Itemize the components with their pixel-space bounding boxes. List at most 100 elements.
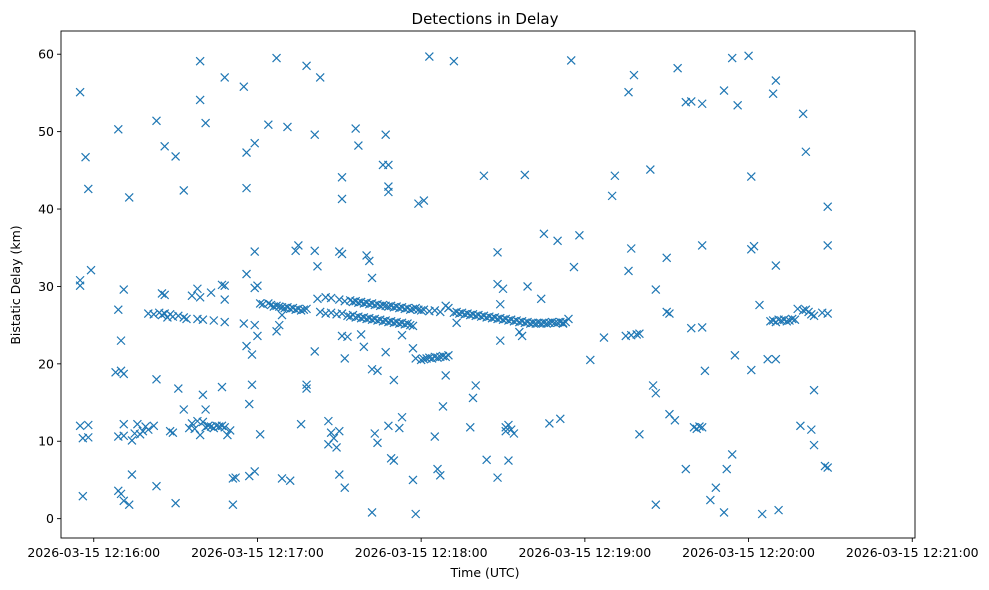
data-point-marker bbox=[201, 118, 211, 128]
data-point-marker bbox=[408, 475, 418, 485]
data-point-marker bbox=[820, 461, 830, 471]
data-point-marker bbox=[220, 422, 230, 432]
data-point-marker bbox=[250, 467, 260, 476]
data-point-marker bbox=[353, 141, 363, 150]
data-point-marker bbox=[553, 236, 562, 246]
data-point-marker bbox=[302, 384, 311, 394]
data-point-marker bbox=[198, 390, 208, 400]
data-point-marker bbox=[75, 421, 85, 431]
data-point-marker bbox=[433, 464, 442, 474]
data-point-marker bbox=[624, 87, 633, 97]
data-point-marker bbox=[383, 187, 393, 197]
data-point-marker bbox=[223, 430, 232, 440]
data-point-marker bbox=[83, 184, 93, 194]
data-point-marker bbox=[323, 416, 333, 426]
data-point-marker bbox=[195, 95, 205, 105]
data-point-marker bbox=[373, 438, 382, 448]
data-point-marker bbox=[449, 56, 459, 66]
data-point-marker bbox=[757, 509, 767, 519]
data-point-marker bbox=[152, 481, 161, 491]
data-point-marker bbox=[585, 355, 595, 365]
data-point-marker bbox=[763, 354, 773, 364]
data-point-marker bbox=[795, 421, 805, 431]
data-point-marker bbox=[242, 148, 251, 157]
data-point-marker bbox=[124, 500, 134, 510]
data-point-marker bbox=[411, 353, 421, 363]
data-point-marker bbox=[495, 299, 505, 309]
data-point-marker bbox=[433, 353, 442, 363]
data-point-marker bbox=[806, 425, 816, 435]
data-point-marker bbox=[171, 151, 181, 161]
data-point-marker bbox=[83, 432, 93, 442]
data-point-marker bbox=[416, 306, 426, 315]
data-point-marker bbox=[367, 508, 377, 517]
data-point-marker bbox=[635, 429, 644, 439]
data-point-marker bbox=[430, 432, 440, 442]
data-point-marker bbox=[755, 300, 764, 310]
data-point-marker bbox=[173, 311, 183, 321]
data-point-marker bbox=[173, 384, 183, 394]
data-point-marker bbox=[277, 473, 287, 483]
data-point-marker bbox=[359, 342, 369, 352]
data-point-marker bbox=[719, 508, 729, 517]
data-point-marker bbox=[225, 425, 235, 435]
data-point-marker bbox=[441, 371, 451, 380]
data-point-marker bbox=[119, 419, 129, 429]
data-point-marker bbox=[132, 419, 142, 429]
data-point-marker bbox=[228, 500, 238, 510]
data-point-marker bbox=[498, 284, 508, 294]
data-point-marker bbox=[127, 470, 137, 479]
data-point-marker bbox=[697, 422, 707, 432]
data-point-marker bbox=[697, 240, 707, 250]
data-point-marker bbox=[411, 509, 421, 519]
data-point-marker bbox=[482, 455, 492, 465]
data-point-marker bbox=[681, 464, 691, 474]
data-point-marker bbox=[310, 130, 320, 140]
data-point-marker bbox=[509, 429, 519, 438]
data-point-marker bbox=[86, 265, 96, 275]
data-point-marker bbox=[190, 424, 200, 434]
data-point-marker bbox=[274, 320, 284, 330]
data-point-marker bbox=[160, 141, 170, 151]
data-point-marker bbox=[542, 319, 552, 329]
data-point-marker bbox=[179, 186, 189, 195]
data-point-marker bbox=[332, 443, 341, 452]
data-point-marker bbox=[242, 183, 251, 193]
data-point-marker bbox=[250, 138, 260, 148]
data-point-marker bbox=[373, 366, 382, 376]
data-point-marker bbox=[774, 505, 784, 515]
data-point-marker bbox=[506, 425, 516, 435]
data-point-marker bbox=[127, 436, 137, 445]
data-point-marker bbox=[495, 336, 505, 346]
data-point-marker bbox=[217, 280, 227, 290]
data-point-marker bbox=[217, 421, 227, 431]
data-point-marker bbox=[351, 124, 361, 133]
data-point-marker bbox=[809, 311, 819, 321]
data-point-marker bbox=[116, 336, 126, 346]
data-point-marker bbox=[231, 473, 241, 483]
data-point-marker bbox=[75, 87, 85, 97]
data-point-marker bbox=[782, 316, 792, 326]
data-point-marker bbox=[326, 428, 336, 438]
x-tick-label: 2026-03-15 12:18:00 bbox=[355, 545, 488, 560]
data-point-marker bbox=[419, 305, 429, 315]
data-point-marker bbox=[798, 109, 808, 119]
data-point-marker bbox=[419, 196, 429, 205]
data-point-marker bbox=[201, 405, 211, 414]
data-point-marker bbox=[263, 299, 273, 308]
data-point-marker bbox=[405, 320, 415, 330]
data-point-marker bbox=[277, 310, 287, 320]
data-point-marker bbox=[315, 73, 325, 82]
data-point-marker bbox=[220, 281, 230, 291]
data-point-marker bbox=[293, 240, 303, 250]
data-point-marker bbox=[119, 285, 129, 294]
data-point-marker bbox=[228, 473, 238, 483]
data-point-marker bbox=[468, 393, 478, 403]
data-point-marker bbox=[651, 500, 661, 510]
data-point-marker bbox=[544, 419, 554, 428]
data-point-marker bbox=[209, 316, 219, 325]
data-point-marker bbox=[517, 331, 527, 341]
data-point-marker bbox=[152, 374, 161, 384]
data-point-marker bbox=[624, 266, 633, 276]
data-point-marker bbox=[383, 421, 393, 431]
